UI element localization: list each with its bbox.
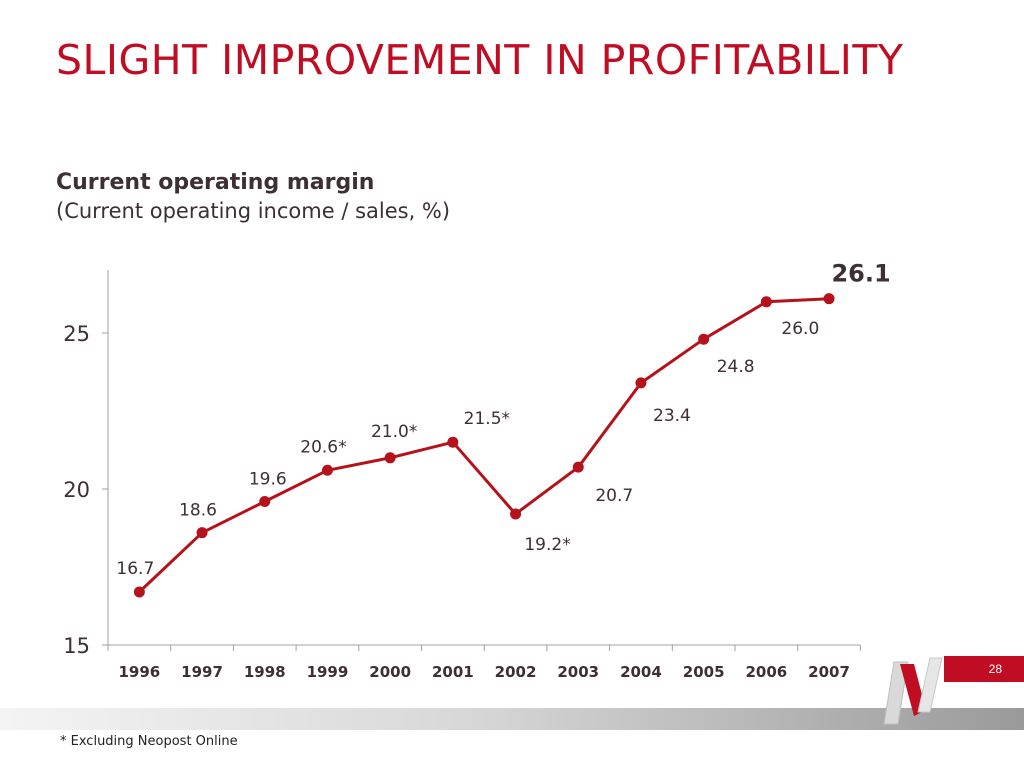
data-label: 26.1 bbox=[831, 260, 890, 288]
data-label: 18.6 bbox=[179, 501, 217, 521]
data-point bbox=[760, 296, 772, 308]
data-point bbox=[447, 436, 459, 448]
data-label: 19.6 bbox=[249, 469, 287, 489]
chart-subtitle: (Current operating income / sales, %) bbox=[56, 199, 451, 223]
data-label: 24.8 bbox=[717, 357, 755, 377]
y-tick-label: 15 bbox=[63, 634, 90, 658]
data-label: 19.2* bbox=[524, 535, 570, 555]
data-point bbox=[259, 495, 271, 507]
data-point bbox=[321, 464, 333, 476]
data-point bbox=[196, 527, 208, 539]
page-number-badge: 28 bbox=[944, 656, 1024, 682]
x-tick-label: 2002 bbox=[495, 663, 537, 681]
data-point bbox=[635, 377, 647, 389]
neopost-logo-icon bbox=[883, 657, 943, 725]
data-point bbox=[698, 333, 710, 345]
data-label: 16.7 bbox=[116, 559, 154, 579]
x-tick-label: 2006 bbox=[745, 663, 787, 681]
page-title: SLIGHT IMPROVEMENT IN PROFITABILITY bbox=[56, 36, 904, 84]
data-label: 20.6* bbox=[300, 437, 346, 457]
data-point bbox=[133, 586, 145, 598]
x-tick-label: 2007 bbox=[808, 663, 850, 681]
y-tick-label: 20 bbox=[63, 478, 90, 502]
footnote: * Excluding Neopost Online bbox=[60, 734, 238, 749]
x-tick-label: 2001 bbox=[432, 663, 474, 681]
x-tick-label: 1996 bbox=[118, 663, 160, 681]
x-tick-label: 2000 bbox=[369, 663, 411, 681]
x-tick-label: 2004 bbox=[620, 663, 662, 681]
series-line bbox=[137, 297, 831, 594]
footer-bar bbox=[0, 708, 1024, 730]
x-tick-label: 1998 bbox=[244, 663, 286, 681]
data-point bbox=[572, 461, 584, 473]
chart-title: Current operating margin bbox=[56, 170, 375, 195]
data-label: 26.0 bbox=[781, 319, 819, 339]
data-label: 21.0* bbox=[371, 422, 417, 442]
data-point bbox=[823, 293, 835, 305]
data-label: 20.7 bbox=[595, 486, 633, 506]
x-tick-label: 1999 bbox=[307, 663, 349, 681]
x-tick-label: 2005 bbox=[683, 663, 725, 681]
data-point bbox=[510, 508, 522, 520]
x-tick-label: 1997 bbox=[181, 663, 223, 681]
x-tick-label: 2003 bbox=[557, 663, 599, 681]
y-tick-label: 25 bbox=[63, 322, 90, 346]
data-label: 23.4 bbox=[653, 406, 691, 426]
line-chart: 15 20 25 1996 1997 1998 1999 2000 2001 2002 2003 20… bbox=[63, 260, 890, 681]
data-label: 21.5* bbox=[464, 409, 510, 429]
data-point bbox=[384, 452, 396, 464]
